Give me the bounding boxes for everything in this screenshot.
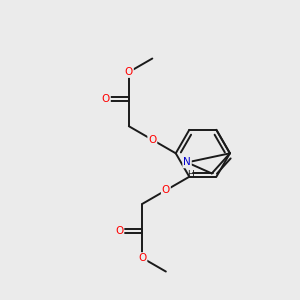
Text: O: O xyxy=(148,135,156,145)
Text: O: O xyxy=(125,67,133,77)
Text: O: O xyxy=(162,185,170,195)
Text: O: O xyxy=(138,253,146,263)
Text: O: O xyxy=(115,226,124,236)
Text: H: H xyxy=(187,170,194,179)
Text: N: N xyxy=(183,158,191,167)
Text: O: O xyxy=(102,94,110,104)
